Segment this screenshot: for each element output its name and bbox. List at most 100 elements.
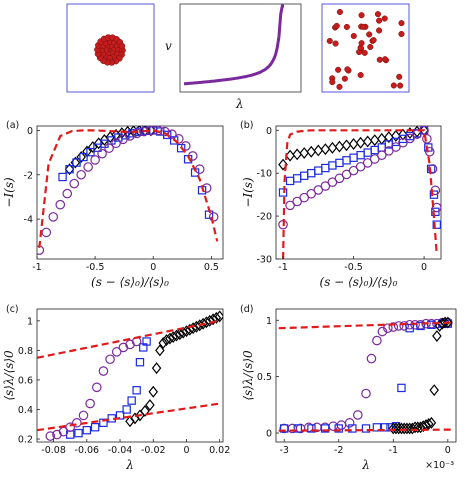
top-left-snapshot [66, 3, 155, 93]
theory-dashed-line [38, 129, 219, 249]
data-point-square [429, 190, 439, 199]
panel-a: -1 -0.5 0 0.5 0 -2 -4 (a) (s − ⟨s⟩₀)/⟨s⟩₀ −I(s) [2, 120, 224, 289]
data-point-circle [376, 150, 387, 160]
data-point-circle [91, 382, 102, 393]
particle [344, 66, 351, 73]
data-point-circle [65, 422, 76, 433]
data-point-diamond [168, 331, 178, 344]
data-point-diamond [426, 416, 437, 429]
particle [390, 82, 397, 89]
data-point-diamond [148, 385, 159, 398]
theory-dashed-line [282, 129, 438, 259]
data-point-diamond [204, 314, 215, 327]
dispersed-box [321, 3, 410, 93]
data-point-circle [58, 426, 69, 437]
panel-b: -1 -0.5 0 0 -10 -20 -30 (b) (s − ⟨s⟩₀)/⟨s⟩₀ −I(s) [240, 120, 442, 289]
data-point-circle [399, 321, 409, 331]
data-layer [278, 316, 454, 435]
particle [376, 56, 383, 63]
x-tick-label: -2 [334, 445, 343, 456]
data-point-circle [405, 133, 415, 144]
data-point-circle [431, 202, 441, 213]
data-point-diamond [155, 344, 165, 357]
data-point-square [176, 143, 186, 153]
y-tick-label: 0.2 [18, 435, 33, 446]
data-point-square [169, 136, 179, 145]
data-point-circle [111, 347, 122, 357]
data-point-circle [366, 353, 377, 364]
v-vs-lambda-curve [183, 4, 284, 86]
x-axis-label: (s − ⟨s⟩₀)/⟨s⟩₀ [320, 275, 398, 289]
data-point-diamond [208, 313, 218, 326]
y-tick-label: 0.8 [18, 346, 33, 357]
data-point-diamond [175, 328, 185, 341]
data-point-circle [424, 146, 435, 157]
data-point-diamond [214, 310, 223, 323]
data-point-square [405, 323, 414, 333]
data-point-square [278, 188, 288, 197]
dispersed-particles-icon [326, 8, 405, 90]
top-right-snapshot [321, 3, 410, 93]
data-point-square [72, 158, 81, 167]
data-point-circle [98, 366, 109, 376]
data-point-square [293, 424, 303, 433]
data-point-square [163, 130, 172, 140]
x-tick-label: 0.02 [209, 445, 230, 456]
y-axis-label: ⟨s⟩λ/⟨s⟩0 [2, 350, 16, 401]
data-point-circle [69, 178, 79, 189]
x-tick-label: 0.5 [204, 262, 219, 273]
particle [358, 12, 365, 19]
data-point-circle [393, 321, 404, 331]
theory-dashed-line [37, 402, 220, 432]
y-axis-label: ⟨s⟩λ/⟨s⟩0 [241, 350, 255, 401]
data-point-circle [344, 418, 355, 428]
data-point-square [380, 423, 390, 432]
data-point-circle [62, 188, 73, 199]
particle [333, 22, 340, 29]
particle [381, 15, 388, 22]
data-point-circle [208, 212, 219, 222]
theory-dashed-line [37, 319, 220, 359]
particle [360, 23, 367, 30]
particle [329, 79, 336, 86]
particle [336, 8, 343, 16]
data-point-square [397, 383, 406, 393]
y-tick-label: 0 [27, 126, 33, 137]
data-point-diamond [211, 311, 222, 324]
data-point-circle [132, 128, 142, 139]
panel-label: (c) [6, 304, 19, 315]
data-point-diamond [201, 316, 212, 329]
y-tick-label: -2 [24, 170, 33, 181]
particle [326, 37, 333, 45]
data-point-circle [361, 388, 371, 399]
data-point-square [90, 423, 100, 432]
data-point-square [416, 321, 425, 331]
data-point-square [427, 320, 436, 329]
data-point-circle [388, 322, 399, 332]
y-tick-label: -30 [256, 255, 272, 266]
particle [370, 37, 377, 44]
x-tick-label: 0 [183, 445, 189, 456]
data-point-diamond [111, 128, 121, 141]
data-point-circle [97, 148, 107, 159]
panel-label: (a) [6, 120, 19, 131]
particle [367, 43, 374, 51]
data-point-circle [427, 164, 438, 174]
data-point-diamond [443, 316, 453, 329]
data-point-square [74, 428, 83, 438]
x-tick-label: -0.06 [75, 445, 100, 456]
v-axis-label: v [165, 39, 172, 53]
particle [396, 73, 403, 80]
particle [332, 40, 339, 47]
data-point-diamond [171, 329, 182, 342]
data-layer [278, 126, 441, 259]
y-axis-label: −I(s) [241, 177, 255, 208]
data-point-circle [398, 137, 408, 148]
x-axis-label: (s − ⟨s⟩₀)/⟨s⟩₀ [91, 275, 169, 289]
data-point-square [142, 337, 151, 346]
x-tick-label: -0.5 [344, 262, 363, 273]
x-tick-label: -3 [279, 445, 288, 456]
plot-frame [36, 308, 224, 443]
data-point-circle [391, 142, 401, 152]
